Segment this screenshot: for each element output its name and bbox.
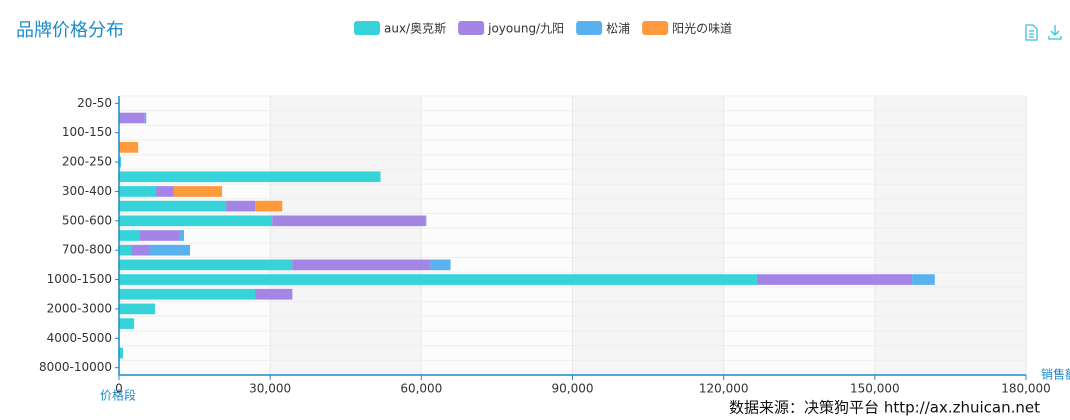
x-tick-label: 0 bbox=[115, 382, 123, 396]
y-tick-label: 8000-10000 bbox=[39, 360, 112, 374]
bar-segment bbox=[119, 230, 140, 241]
bar-segment bbox=[756, 274, 913, 285]
bar-segment bbox=[119, 318, 135, 329]
grid-band bbox=[421, 96, 573, 375]
x-tick-label: 30,000 bbox=[249, 382, 291, 396]
bar-segment bbox=[292, 259, 431, 271]
y-tick-label: 20-50 bbox=[77, 96, 112, 110]
y-tick-label: 700-800 bbox=[62, 243, 112, 257]
legend-swatch bbox=[354, 21, 380, 35]
legend-label: 阳光の味道 bbox=[672, 22, 732, 36]
bar-segment bbox=[119, 215, 273, 227]
bar-segment bbox=[173, 186, 223, 197]
bar-segment bbox=[430, 259, 451, 271]
bar-segment bbox=[119, 259, 293, 271]
bar-segment bbox=[139, 230, 179, 241]
bar-segment bbox=[178, 230, 185, 241]
x-tick-label: 60,000 bbox=[400, 382, 442, 396]
bar-segment bbox=[119, 347, 124, 359]
legend-label: joyoung/九阳 bbox=[487, 22, 564, 36]
bar-segment bbox=[119, 186, 157, 197]
y-axis-label: 价格段 bbox=[100, 388, 136, 403]
grid-band bbox=[572, 96, 724, 375]
y-tick-label: 100-150 bbox=[62, 125, 112, 139]
bar-segment bbox=[119, 112, 145, 124]
y-tick-label: 4000-5000 bbox=[47, 331, 112, 345]
bar-segment bbox=[119, 288, 256, 300]
legend-swatch bbox=[458, 21, 485, 35]
bar-segment bbox=[119, 171, 381, 183]
bar-segment bbox=[255, 200, 283, 212]
bar-segment bbox=[144, 112, 147, 124]
x-tick-label: 90,000 bbox=[552, 382, 594, 396]
y-tick-label: 2000-3000 bbox=[47, 301, 112, 315]
chart-title: 品牌价格分布 bbox=[16, 20, 124, 41]
grid-band bbox=[874, 96, 1026, 375]
bar-segment bbox=[226, 200, 256, 212]
bar-segment bbox=[119, 303, 156, 315]
bar-segment bbox=[425, 215, 427, 227]
x-tick-label: 120,000 bbox=[699, 382, 749, 396]
data-view-icon[interactable] bbox=[1025, 24, 1038, 41]
legend-swatch bbox=[642, 21, 669, 35]
y-tick-label: 1000-1500 bbox=[47, 272, 112, 286]
source: 数据来源：决策狗平台 http://ax.zhuican.net bbox=[729, 399, 1040, 417]
bar-segment bbox=[255, 288, 293, 300]
save-icon[interactable] bbox=[1048, 25, 1062, 40]
bar-segment bbox=[119, 274, 757, 285]
legend-label: 松浦 bbox=[606, 22, 630, 36]
bar-segment bbox=[131, 244, 150, 256]
grid-band bbox=[723, 96, 875, 375]
bar-segment bbox=[912, 274, 935, 285]
bar-segment bbox=[149, 244, 191, 256]
bar-segment bbox=[119, 156, 122, 168]
bar-segment bbox=[156, 186, 174, 197]
bar-segment bbox=[120, 142, 139, 153]
legend-swatch bbox=[576, 21, 603, 35]
toolbox[interactable] bbox=[1025, 24, 1062, 41]
bar-segment bbox=[119, 244, 132, 256]
bar-segment bbox=[119, 200, 227, 212]
grid-band bbox=[270, 96, 422, 375]
x-tick-label: 180,000 bbox=[1001, 382, 1051, 396]
x-axis-label: 销售额 bbox=[1041, 367, 1070, 382]
x-tick-label: 150,000 bbox=[850, 382, 900, 396]
legend: aux/奥克斯 joyoung/九阳 松浦 阳光の味道 bbox=[354, 21, 732, 36]
y-tick-label: 200-250 bbox=[62, 155, 112, 169]
legend-label: aux/奥克斯 bbox=[384, 22, 446, 36]
bar-segment bbox=[272, 215, 426, 227]
y-tick-label: 500-600 bbox=[62, 213, 112, 227]
y-tick-label: 300-400 bbox=[62, 184, 112, 198]
